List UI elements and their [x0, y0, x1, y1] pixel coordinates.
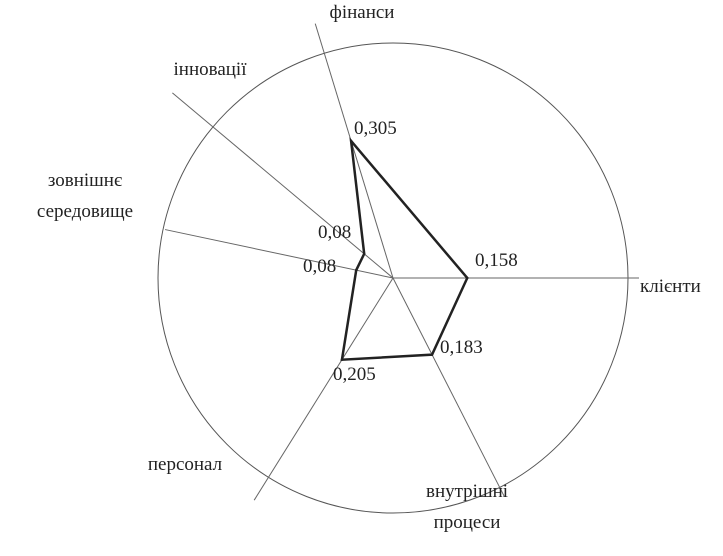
axis-line	[314, 23, 394, 279]
axis-line	[172, 92, 394, 279]
value-label: 0,305	[354, 118, 397, 139]
axis-line	[164, 229, 394, 279]
vertex	[355, 268, 358, 272]
value-label: 0,08	[318, 222, 351, 243]
category-label: персонал	[148, 454, 223, 475]
vertex	[349, 139, 353, 143]
category-label: інновації	[174, 59, 248, 80]
vertex	[466, 276, 469, 280]
category-label: фінанси	[330, 2, 395, 23]
vertex	[430, 353, 434, 356]
value-label: 0,08	[303, 256, 336, 277]
value-label: 0,205	[333, 364, 376, 385]
vertex	[340, 358, 344, 361]
category-label: клієнти	[640, 276, 701, 297]
value-label: 0,158	[475, 250, 518, 271]
axis-line	[253, 277, 394, 501]
category-label: внутрішні процеси	[426, 481, 508, 533]
category-label: зовнішнє середовище	[37, 170, 133, 222]
vertex	[362, 252, 366, 256]
value-label: 0,183	[440, 337, 483, 358]
axis-line	[392, 277, 505, 497]
